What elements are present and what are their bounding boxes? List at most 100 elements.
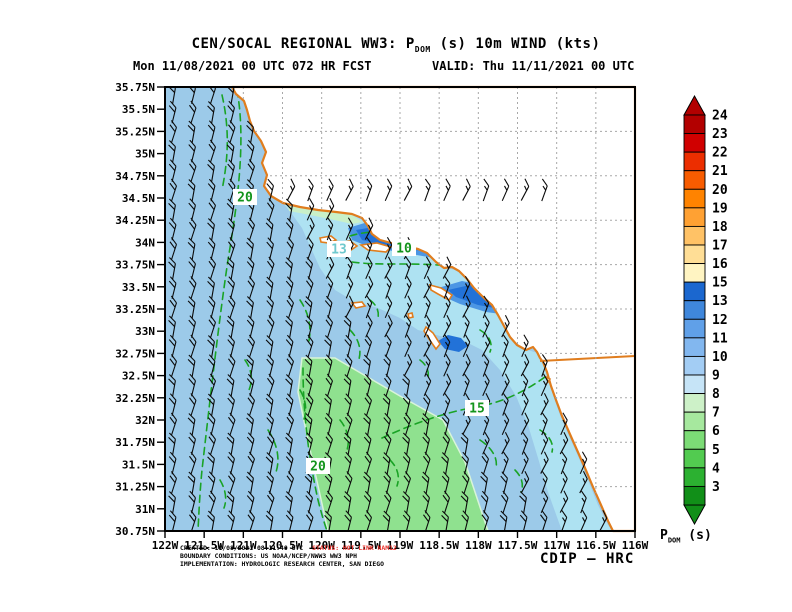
barb-feather bbox=[305, 354, 313, 362]
barb-feather bbox=[480, 471, 488, 479]
wind-barb bbox=[560, 412, 568, 436]
wind-barb bbox=[384, 236, 393, 260]
barb-feather bbox=[484, 314, 490, 323]
wind-barb bbox=[168, 491, 176, 514]
barb-shaft bbox=[464, 517, 469, 530]
barb-feather bbox=[169, 217, 177, 226]
barb-feather bbox=[424, 451, 431, 460]
barb-shaft bbox=[171, 244, 177, 260]
barb-feather bbox=[285, 280, 293, 288]
wind-barb bbox=[363, 471, 371, 494]
barb-feather bbox=[267, 295, 274, 304]
barb-feather bbox=[304, 359, 312, 366]
barb-shaft bbox=[171, 361, 177, 377]
barb-shaft bbox=[443, 185, 451, 202]
barb-half-feather bbox=[425, 185, 430, 191]
barb-shaft bbox=[230, 400, 235, 416]
wind-barb bbox=[345, 217, 354, 241]
barb-half-feather bbox=[426, 283, 430, 289]
barb-half-feather bbox=[329, 263, 333, 269]
barb-feather bbox=[187, 125, 195, 132]
barb-feather bbox=[346, 471, 353, 479]
wind-barb bbox=[364, 275, 374, 299]
wind-barb bbox=[285, 276, 294, 299]
wind-barb bbox=[168, 315, 176, 338]
wind-barb bbox=[188, 373, 196, 397]
barb-shaft bbox=[190, 166, 197, 182]
barb-feather bbox=[246, 476, 254, 483]
barb-shaft bbox=[229, 185, 236, 202]
colorbar-tick-label: 24 bbox=[712, 109, 728, 124]
barb-feather bbox=[189, 373, 196, 382]
barb-shaft bbox=[229, 127, 236, 143]
barb-feather bbox=[287, 237, 294, 245]
wind-barb bbox=[189, 393, 197, 416]
colorbar-tick-label: 7 bbox=[712, 406, 720, 421]
barb-shaft bbox=[190, 107, 197, 124]
barb-half-feather bbox=[328, 283, 332, 289]
wind-barb bbox=[228, 237, 236, 260]
barb-feather bbox=[324, 398, 332, 405]
barb-half-feather bbox=[465, 283, 469, 289]
barb-half-feather bbox=[504, 361, 508, 367]
wind-barb bbox=[384, 256, 393, 279]
barb-shaft bbox=[404, 263, 412, 280]
barb-shaft bbox=[210, 146, 216, 163]
barb-feather bbox=[524, 470, 530, 480]
barb-feather bbox=[228, 451, 235, 460]
wind-barb bbox=[402, 510, 411, 530]
lon-label: 122W bbox=[152, 539, 179, 552]
wind-barb bbox=[265, 276, 274, 299]
barb-feather bbox=[229, 237, 236, 245]
barb-feather bbox=[363, 359, 371, 366]
barb-shaft bbox=[191, 302, 196, 319]
barb-half-feather bbox=[465, 341, 469, 347]
barb-shaft bbox=[288, 458, 294, 475]
wind-barb bbox=[207, 393, 215, 416]
barb-shaft bbox=[463, 322, 470, 338]
barb-half-feather bbox=[367, 244, 371, 250]
wind-barb bbox=[189, 510, 197, 530]
barb-feather bbox=[562, 412, 568, 421]
wind-barb bbox=[502, 334, 509, 358]
barb-feather bbox=[226, 261, 234, 269]
barb-feather bbox=[402, 456, 410, 464]
wind-barb bbox=[442, 314, 452, 338]
barb-feather bbox=[406, 334, 412, 343]
wind-barb bbox=[345, 354, 353, 377]
barb-feather bbox=[364, 490, 372, 499]
barb-shaft bbox=[346, 478, 353, 494]
barb-feather bbox=[286, 416, 293, 425]
barb-feather bbox=[441, 452, 449, 460]
barb-feather bbox=[268, 490, 275, 499]
barb-feather bbox=[226, 378, 234, 386]
barb-feather bbox=[169, 182, 176, 191]
barb-feather bbox=[522, 373, 529, 382]
barb-half-feather bbox=[503, 400, 508, 406]
us-mexico-border bbox=[539, 355, 636, 362]
wind-barb bbox=[188, 198, 196, 221]
barb-half-feather bbox=[543, 497, 547, 503]
wind-barb bbox=[421, 413, 430, 436]
barb-feather bbox=[286, 299, 293, 308]
wind-barb bbox=[501, 178, 510, 202]
barb-feather bbox=[187, 359, 195, 366]
wind-barb bbox=[482, 295, 490, 319]
barb-feather bbox=[324, 515, 332, 522]
barb-shaft bbox=[365, 302, 373, 319]
barb-half-feather bbox=[543, 439, 547, 445]
california-coastline bbox=[230, 85, 637, 533]
barb-feather bbox=[383, 417, 390, 425]
barb-feather bbox=[425, 256, 432, 265]
wind-barb bbox=[286, 412, 294, 436]
wind-barb bbox=[540, 431, 549, 455]
barb-shaft bbox=[230, 283, 235, 299]
barb-feather bbox=[266, 417, 273, 425]
barb-feather bbox=[387, 256, 393, 265]
barb-feather bbox=[189, 198, 196, 206]
barb-shaft bbox=[307, 517, 314, 530]
wind-barb bbox=[285, 217, 294, 241]
barb-feather bbox=[246, 144, 254, 152]
barb-feather bbox=[168, 105, 176, 113]
barb-feather bbox=[522, 432, 529, 440]
